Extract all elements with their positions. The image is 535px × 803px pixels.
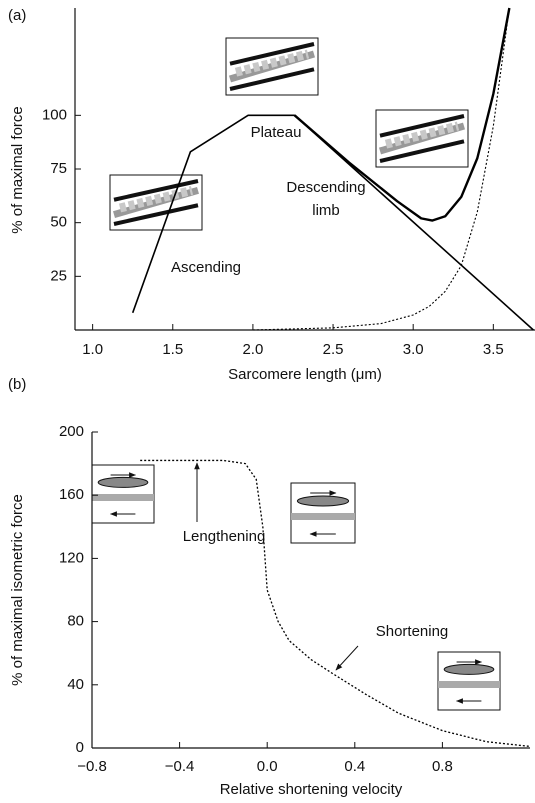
data-line	[293, 7, 511, 222]
x-tick-label: 1.5	[162, 341, 183, 358]
annotation: Lengthening	[183, 528, 266, 545]
x-tick-label: 3.0	[403, 341, 424, 358]
inset-diagram	[375, 109, 469, 168]
panel-label: (b)	[8, 376, 26, 393]
x-tick-label: −0.8	[77, 758, 107, 775]
inset-diagram	[225, 37, 319, 96]
y-axis-label: % of maximal force	[9, 106, 26, 234]
y-tick-label: 40	[67, 676, 84, 693]
x-tick-label: 2.5	[323, 341, 344, 358]
data-line	[131, 114, 534, 331]
y-tick-label: 160	[59, 486, 84, 503]
annotation: Descending	[286, 179, 365, 196]
x-tick-label: 0.4	[344, 758, 365, 775]
annotation: Ascending	[171, 259, 241, 276]
y-tick-label: 200	[59, 423, 84, 440]
y-axis-label: % of maximal isometric force	[9, 494, 26, 686]
inset-diagram	[109, 174, 203, 231]
x-tick-label: 0.8	[432, 758, 453, 775]
inset-diagram	[290, 482, 356, 544]
inset-diagram	[91, 464, 155, 524]
x-axis-label: Sarcomere length (μm)	[228, 366, 382, 383]
y-tick-label: 0	[76, 739, 84, 756]
y-tick-label: 25	[50, 267, 67, 284]
x-axis-label: Relative shortening velocity	[220, 781, 403, 798]
annotation: Shortening	[376, 623, 449, 640]
x-tick-label: 0.0	[257, 758, 278, 775]
y-tick-label: 75	[50, 160, 67, 177]
x-tick-label: 2.0	[242, 341, 263, 358]
y-tick-label: 80	[67, 613, 84, 630]
annotation: Plateau	[251, 124, 302, 141]
y-tick-label: 50	[50, 214, 67, 231]
annotation: limb	[312, 202, 340, 219]
x-tick-label: −0.4	[165, 758, 195, 775]
y-tick-label: 100	[42, 106, 67, 123]
x-tick-label: 3.5	[483, 341, 504, 358]
annotation-arrow	[335, 645, 359, 671]
inset-diagram	[437, 651, 501, 711]
data-line	[252, 7, 510, 331]
panel-label: (a)	[8, 7, 26, 24]
y-tick-label: 120	[59, 549, 84, 566]
x-tick-label: 1.0	[82, 341, 103, 358]
